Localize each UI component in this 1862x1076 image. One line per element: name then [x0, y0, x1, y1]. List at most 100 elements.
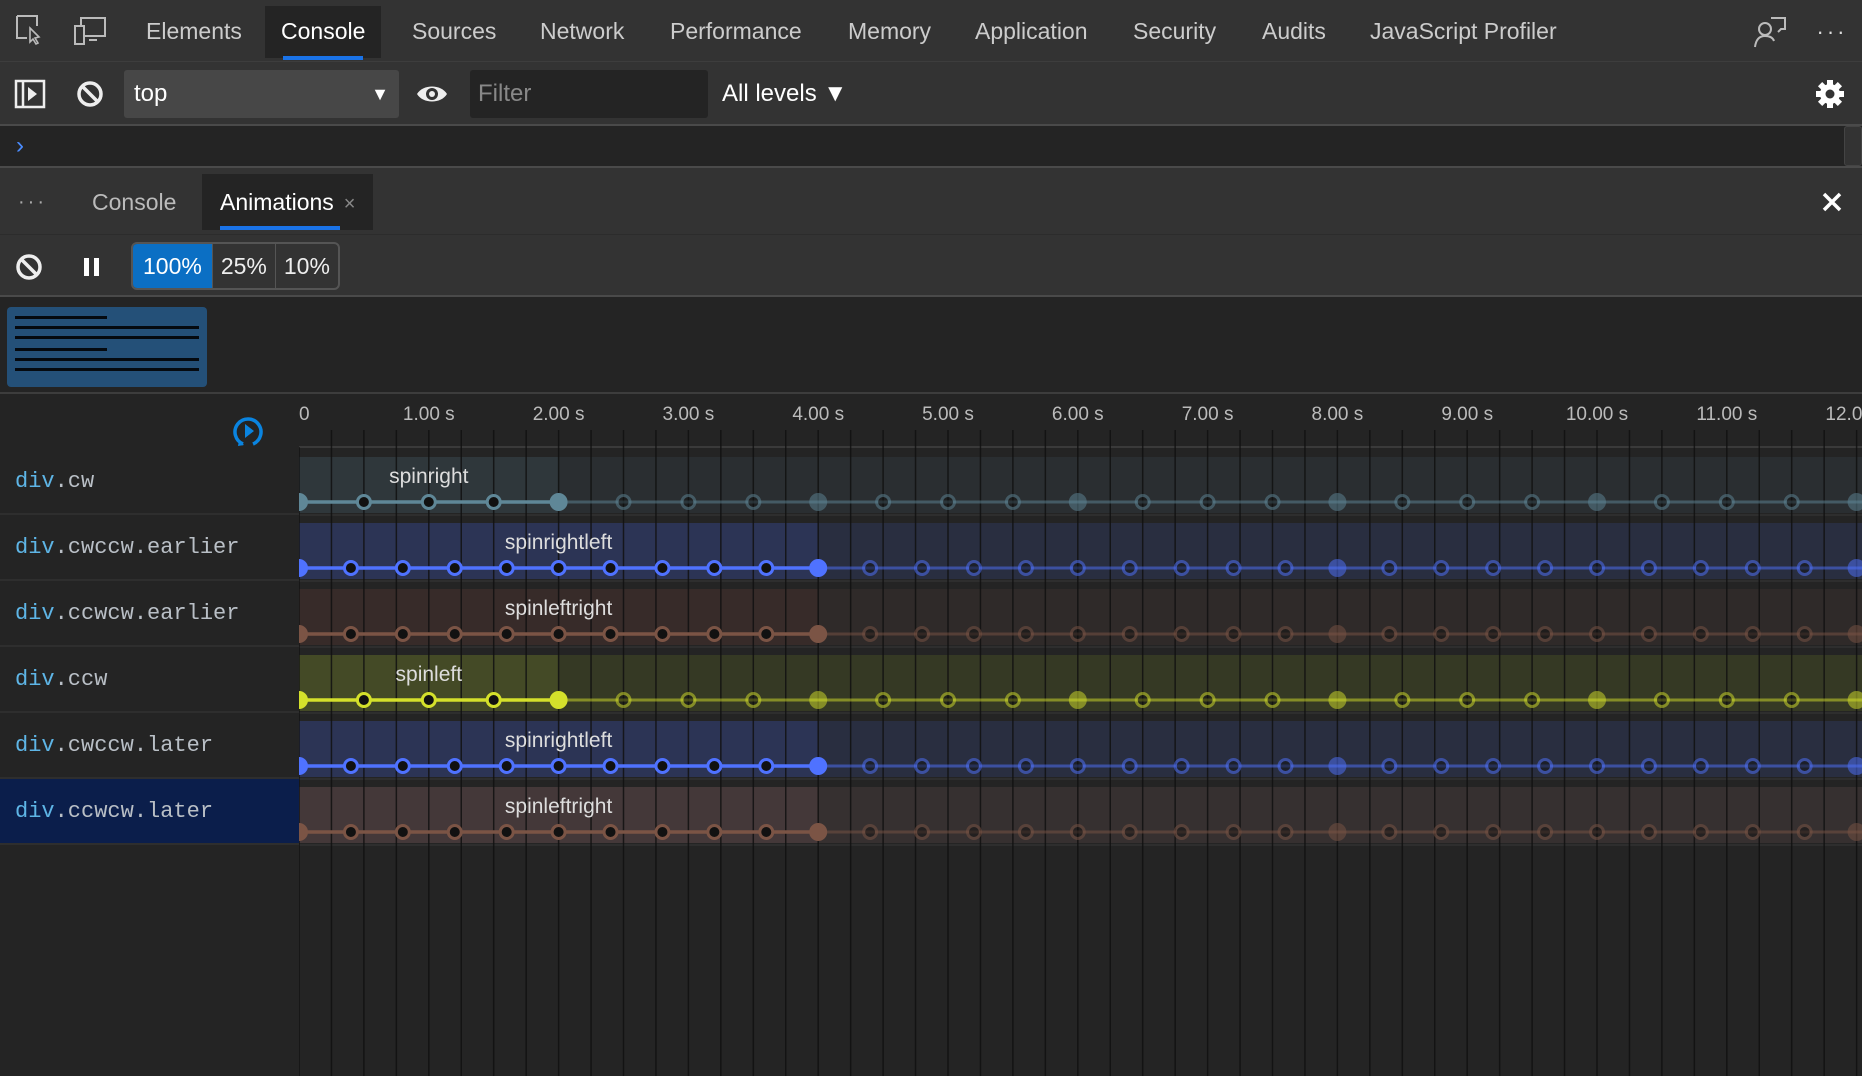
keyframe-marker — [615, 494, 632, 510]
keyframe-marker — [1640, 626, 1657, 642]
keyframe-marker — [1796, 560, 1813, 576]
keyframe-endpoint — [1847, 757, 1862, 775]
inspect-element-icon[interactable] — [12, 12, 48, 48]
speed-10-button[interactable]: 10% — [274, 244, 338, 288]
keyframe-marker — [1173, 758, 1190, 774]
keyframe-marker — [1692, 758, 1709, 774]
keyframe-marker — [355, 494, 372, 510]
tab-console[interactable]: Console — [265, 6, 382, 60]
tab-network[interactable]: Network — [540, 18, 625, 44]
animation-row-selector[interactable]: div.ccwcw.earlier — [0, 581, 299, 647]
settings-gear-icon[interactable] — [1812, 76, 1848, 112]
keyframe-marker — [654, 626, 671, 642]
tab-security[interactable]: Security — [1133, 18, 1217, 44]
keyframe-marker — [550, 824, 567, 840]
keyframe-marker — [706, 824, 723, 840]
keyframe-marker — [1017, 560, 1034, 576]
context-selector[interactable]: top ▼ — [124, 70, 399, 118]
keyframe-marker — [1524, 494, 1541, 510]
tab-javascript-profiler[interactable]: JavaScript Profiler — [1370, 18, 1557, 44]
keyframe-marker — [654, 824, 671, 840]
selector-tag: div — [15, 535, 55, 560]
clear-console-icon[interactable] — [72, 76, 108, 112]
keyframe-marker — [1485, 824, 1502, 840]
animation-name-label: spinleftright — [505, 795, 613, 818]
tab-memory[interactable]: Memory — [848, 18, 932, 44]
ruler-tick-label: 3.00 s — [663, 404, 715, 425]
keyframe-marker — [485, 494, 502, 510]
keyframe-marker — [1277, 560, 1294, 576]
keyframe-marker — [342, 560, 359, 576]
keyframe-marker — [914, 560, 931, 576]
drawer-tab-console[interactable]: Console — [92, 189, 177, 215]
keyframe-marker — [1796, 626, 1813, 642]
log-levels-dropdown[interactable]: All levels ▼ — [722, 80, 848, 107]
animation-name-label: spinrightleft — [505, 729, 613, 752]
keyframe-marker — [680, 692, 697, 708]
keyframe-marker — [446, 626, 463, 642]
drawer-tab-bar: ··· Console Animations × — [0, 168, 1862, 234]
animation-row-selector[interactable]: div.cw — [0, 449, 299, 515]
animation-row-selector[interactable]: div.cwccw.later — [0, 713, 299, 779]
close-tab-icon[interactable]: × — [343, 193, 356, 215]
animation-row-selector[interactable]: div.ccw — [0, 647, 299, 713]
tab-sources[interactable]: Sources — [412, 18, 497, 44]
keyframe-marker — [1589, 560, 1605, 576]
eye-icon[interactable] — [412, 76, 452, 112]
dropdown-arrow-icon: ▼ — [371, 84, 389, 104]
replay-icon[interactable] — [228, 411, 268, 451]
keyframe-endpoint — [299, 493, 308, 511]
scrollbar[interactable] — [1844, 126, 1862, 166]
keyframe-marker — [1069, 560, 1086, 576]
filter-input[interactable] — [470, 70, 708, 118]
keyframe-marker — [1394, 692, 1411, 708]
tab-audits[interactable]: Audits — [1262, 18, 1326, 44]
tab-application[interactable]: Application — [975, 18, 1088, 44]
keyframe-marker — [1381, 824, 1398, 840]
pause-all-icon[interactable] — [76, 249, 108, 285]
more-options-icon[interactable]: ··· — [1816, 19, 1848, 44]
keyframe-marker — [1069, 758, 1086, 774]
keyframe-endpoint — [299, 559, 308, 577]
keyframe-marker — [1589, 758, 1605, 774]
console-prompt[interactable]: › — [0, 126, 1862, 168]
keyframe-marker — [1485, 560, 1502, 576]
keyframe-marker — [602, 626, 619, 642]
feedback-icon[interactable] — [1752, 14, 1788, 50]
keyframe-marker — [446, 824, 463, 840]
drawer-more-button[interactable]: ··· — [18, 191, 47, 213]
keyframe-endpoint — [809, 691, 828, 709]
close-drawer-icon[interactable] — [1814, 184, 1850, 220]
keyframe-endpoint — [299, 757, 308, 775]
device-toolbar-icon[interactable] — [72, 14, 108, 48]
keyframe-marker — [498, 824, 515, 840]
selector-class: .ccwcw.later — [54, 799, 214, 824]
sidebar-toggle-icon[interactable] — [12, 76, 48, 112]
keyframe-marker — [1640, 824, 1657, 840]
keyframe-marker — [1121, 758, 1138, 774]
animation-row-selector[interactable]: div.ccwcw.later — [0, 779, 299, 845]
keyframe-marker — [875, 692, 892, 708]
selector-class: .cw — [54, 469, 95, 494]
keyframe-marker — [420, 494, 437, 510]
keyframe-marker — [1069, 626, 1086, 642]
keyframe-marker — [940, 494, 956, 510]
clear-animations-icon[interactable] — [14, 249, 44, 285]
speed-25-button[interactable]: 25% — [211, 244, 275, 288]
keyframe-marker — [1173, 626, 1190, 642]
tab-elements[interactable]: Elements — [146, 18, 242, 44]
ruler-tick-label: 12.00 s — [1825, 404, 1862, 425]
keyframe-endpoint — [1328, 559, 1347, 577]
animation-name-label: spinrightleft — [505, 531, 613, 554]
drawer-tab-animations[interactable]: Animations × — [202, 174, 374, 230]
keyframe-marker — [1225, 824, 1242, 840]
timeline-svg: 0 1.00 s 2.00 s 3.00 s 4.00 s 5.00 s 6.00 s 7.0… — [299, 404, 1862, 1076]
ruler-tick-label: 5.00 s — [922, 404, 974, 425]
keyframe-marker — [602, 824, 619, 840]
keyframe-marker — [1744, 560, 1761, 576]
selector-tag: div — [15, 667, 55, 692]
animation-row-selector[interactable]: div.cwccw.earlier — [0, 515, 299, 581]
speed-100-button[interactable]: 100% — [133, 244, 212, 288]
animation-group-thumbnail[interactable] — [7, 307, 207, 387]
tab-performance[interactable]: Performance — [670, 18, 802, 44]
